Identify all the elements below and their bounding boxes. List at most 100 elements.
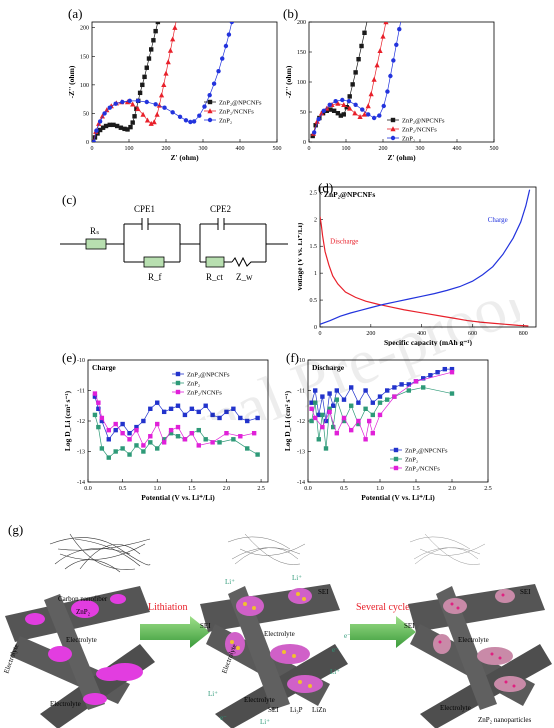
x-axis-label: Specific capacity (mAh g⁻¹) [384, 338, 473, 346]
data-point [183, 118, 189, 123]
data-point [231, 437, 236, 442]
data-point [360, 107, 365, 112]
data-point [356, 418, 361, 424]
data-point [349, 403, 354, 408]
data-point [210, 412, 215, 418]
series-line [94, 393, 255, 447]
data-point [182, 412, 188, 418]
data-point [313, 400, 318, 405]
data-point [316, 117, 321, 122]
data-point [328, 107, 333, 112]
data-point [106, 427, 111, 433]
legend-label: ZnP₂@NPCNFs [187, 372, 230, 379]
data-point [189, 406, 195, 411]
data-point [347, 105, 353, 111]
data-point [153, 102, 158, 107]
data-point [158, 14, 162, 16]
y-tick-label: 150 [80, 54, 89, 60]
label-znp2: ZnP₂ [76, 608, 91, 616]
data-point [385, 397, 390, 402]
data-point [400, 14, 404, 16]
label-lizn: LiZn [312, 706, 326, 714]
data-point [161, 437, 167, 442]
legend-label: ZnP₂@NPCNFs [402, 118, 445, 125]
y-tick-label: 0 [303, 140, 306, 146]
data-point [341, 415, 347, 421]
y-tick-label: -13 [297, 450, 305, 456]
circuit-label-cpe2: CPE2 [210, 204, 231, 214]
label-li3p: Li₃P [290, 706, 303, 714]
data-point [333, 99, 338, 104]
composite-middle [200, 584, 348, 728]
y-tick-label: 50 [83, 111, 89, 117]
label-li-2: Li⁺ [292, 574, 302, 582]
data-point [161, 440, 167, 445]
x-tick-label: 300 [416, 146, 425, 152]
y-tick-label: 0 [86, 140, 89, 146]
lithiation-schematic: Carbon nanofiber ZnP₂ Electrolyte Electr… [2, 533, 552, 728]
data-point [340, 97, 345, 103]
x-tick-label: 2.0 [448, 486, 456, 492]
series-label-discharge: Discharge [330, 238, 358, 246]
plot-area [309, 366, 455, 451]
data-point [320, 412, 325, 418]
label-electrolyte-2: Electrolyte [66, 636, 97, 644]
data-point [314, 118, 320, 124]
y-tick-label: -13 [77, 450, 85, 456]
data-point [366, 112, 371, 117]
plot-area [92, 14, 235, 142]
data-point [406, 382, 411, 387]
data-point [353, 70, 358, 75]
resistor-rct [205, 256, 225, 268]
legend-marker [393, 456, 399, 462]
panel-label-g: (g) [8, 522, 24, 537]
data-point [356, 400, 361, 405]
y-axis-label: -Z'' (ohm) [284, 65, 293, 98]
data-point [331, 424, 336, 430]
label-sei-3: SEI [268, 706, 279, 714]
label-electrolyte-r2: Electrolyte [440, 704, 471, 712]
data-point [102, 111, 107, 116]
data-point [442, 366, 447, 372]
data-point [96, 400, 101, 405]
data-point [151, 38, 156, 43]
series-line [320, 216, 529, 327]
data-point [197, 113, 202, 118]
circuit-label-rct: R_ct [206, 272, 223, 282]
label-li-5: Li⁺ [260, 718, 270, 726]
data-point [335, 111, 341, 116]
li-dots-middle [230, 592, 312, 688]
data-point [120, 431, 125, 436]
data-point [383, 22, 389, 25]
y-tick-label: -10 [297, 358, 305, 364]
x-axis-label: Potential (V vs. Li⁺/Li) [141, 493, 215, 502]
data-point [148, 434, 153, 439]
series-line [320, 189, 531, 325]
y-tick-label: 0 [314, 325, 317, 331]
data-point [255, 452, 260, 457]
data-point [128, 124, 133, 130]
circuit-label-rs: Rₛ [90, 226, 99, 236]
data-point [331, 108, 337, 113]
data-point [311, 130, 317, 135]
data-point [134, 427, 139, 433]
data-point [175, 14, 180, 18]
data-point [162, 105, 167, 110]
legend-label: ZnP₂ [219, 118, 232, 125]
data-point [320, 424, 325, 430]
data-point [361, 111, 368, 117]
data-point [107, 105, 112, 110]
data-point [167, 47, 174, 53]
data-point [334, 388, 339, 393]
data-point [92, 391, 98, 396]
data-point [368, 91, 374, 97]
data-point [385, 388, 390, 393]
panel-label-b: (b) [283, 6, 299, 21]
data-point [148, 440, 153, 445]
data-point [391, 58, 396, 63]
fiber-cluster-left [49, 533, 151, 573]
data-point [113, 101, 118, 106]
data-point [327, 391, 332, 396]
data-point [397, 27, 402, 32]
data-point [144, 117, 151, 123]
